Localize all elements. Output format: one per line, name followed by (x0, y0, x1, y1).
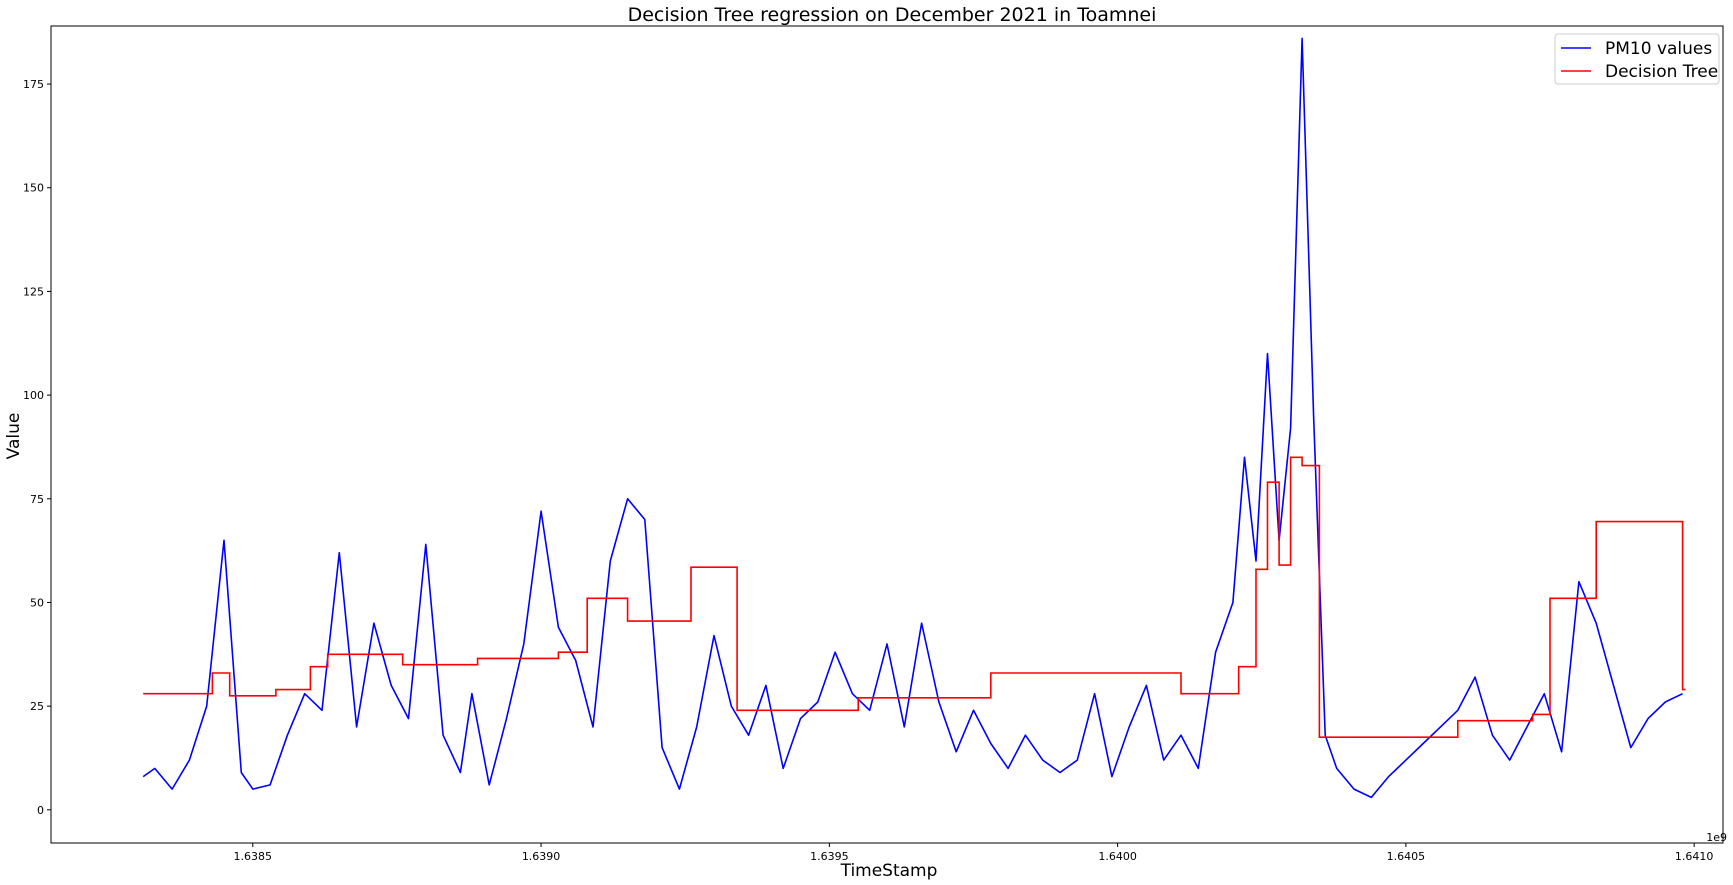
y-tick-label: 100 (23, 389, 44, 402)
x-axis-ticks: 1.6385 1.6390 1.6395 1.6400 1.6405 1.6410 (234, 843, 1714, 863)
y-axis-ticks: 0 25 50 75 100 125 150 175 (23, 78, 51, 817)
y-tick-label: 125 (23, 285, 44, 298)
x-axis-label: TimeStamp (840, 861, 938, 881)
x-tick-label: 1.6400 (1098, 850, 1137, 863)
y-axis-label: Value (4, 413, 24, 460)
series-layer (142, 37, 1686, 799)
legend: PM10 values Decision Tree (1554, 33, 1720, 85)
legend-entry-pm10: PM10 values (1605, 39, 1712, 59)
series-line-decision-tree (143, 456, 1686, 738)
legend-entry-decision-tree: Decision Tree (1605, 62, 1718, 82)
y-tick-label: 50 (30, 596, 44, 609)
series-line-pm10 (142, 37, 1683, 799)
y-tick-label: 150 (23, 182, 44, 195)
x-tick-label: 1.6410 (1675, 850, 1714, 863)
x-tick-label: 1.6390 (522, 850, 561, 863)
y-tick-label: 75 (30, 493, 44, 506)
x-tick-label: 1.6385 (234, 850, 273, 863)
plot-area-frame (50, 25, 1724, 844)
y-tick-label: 25 (30, 700, 44, 713)
legend-box (1554, 33, 1720, 85)
x-tick-label: 1.6405 (1387, 850, 1426, 863)
chart-title: Decision Tree regression on December 202… (628, 4, 1157, 26)
y-tick-label: 175 (23, 78, 44, 91)
x-axis-offset-text: 1e9 (1706, 831, 1727, 844)
y-tick-label: 0 (37, 804, 44, 817)
x-tick-label: 1.6395 (810, 850, 849, 863)
